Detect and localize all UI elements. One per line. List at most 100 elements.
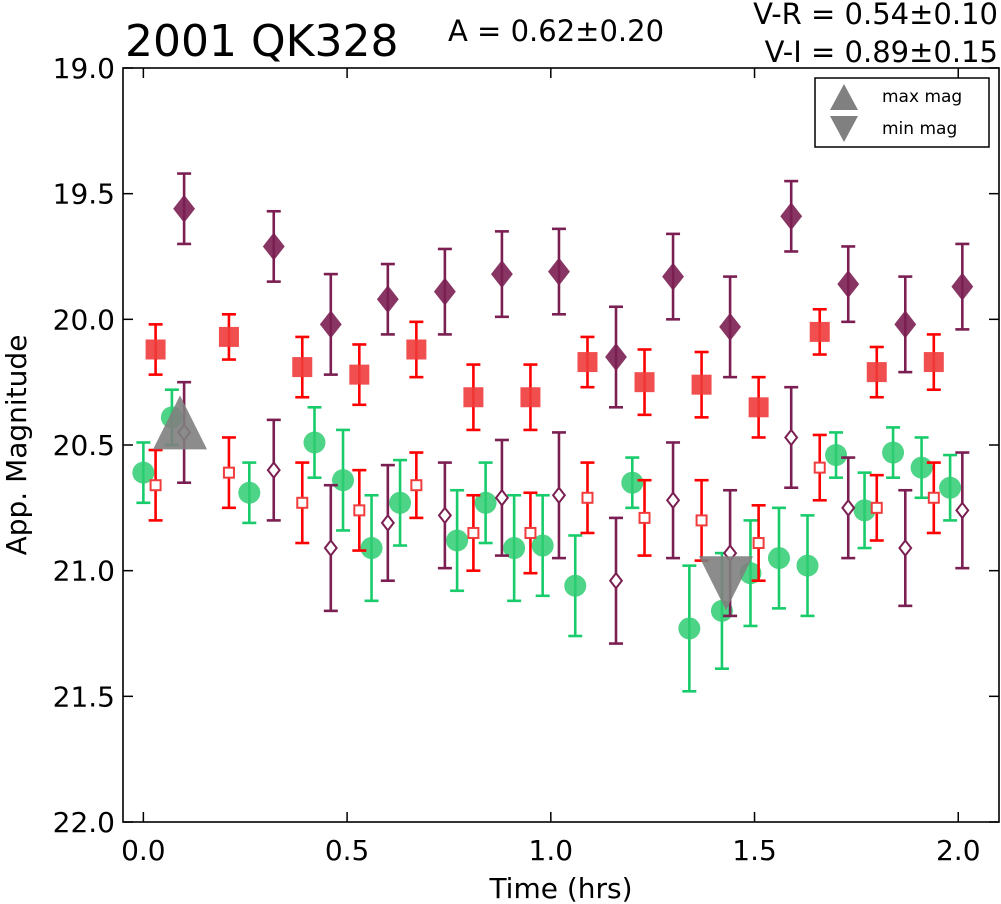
square-marker xyxy=(406,339,427,360)
x-tick-label: 1.0 xyxy=(529,834,574,867)
amplitude-label: A = 0.62±0.20 xyxy=(448,14,664,48)
diamond-marker xyxy=(780,202,803,231)
circle-marker xyxy=(767,547,790,570)
x-axis-label: Time (hrs) xyxy=(488,872,632,904)
legend-min-mag-label: min mag xyxy=(882,119,957,139)
chart-title: 2001 QK328 xyxy=(125,16,398,67)
square-marker xyxy=(349,364,370,385)
square-marker xyxy=(292,357,313,378)
diamond-marker xyxy=(551,486,567,505)
square-marker xyxy=(296,496,309,509)
y-tick-label: 20.0 xyxy=(53,303,115,336)
square-marker xyxy=(410,479,423,492)
series-3 xyxy=(148,433,941,583)
diamond-marker xyxy=(841,498,856,517)
circle-marker xyxy=(238,481,261,504)
square-marker xyxy=(866,362,887,383)
min-mag-marker xyxy=(699,556,754,611)
circle-marker xyxy=(796,554,819,577)
series-1 xyxy=(145,307,944,439)
circle-marker xyxy=(853,499,876,522)
diamond-marker xyxy=(665,491,681,510)
diamond-marker xyxy=(951,272,974,301)
circle-marker xyxy=(474,491,497,514)
diamond-marker xyxy=(898,538,913,558)
diamond-marker xyxy=(494,488,510,507)
circle-marker xyxy=(678,617,701,640)
y-tick-label: 19.5 xyxy=(53,178,115,211)
y-axis-label: App. Magnitude xyxy=(0,335,33,556)
legend-max-mag-label: max mag xyxy=(882,87,962,107)
diamond-marker xyxy=(605,343,627,372)
circle-marker xyxy=(503,537,526,560)
y-tick-label: 19.0 xyxy=(53,52,115,85)
square-marker xyxy=(353,504,366,517)
diamond-marker xyxy=(784,428,799,447)
square-marker xyxy=(218,326,239,347)
axis-ticks: 0.0 0.5 1.0 1.5 2.0 19.0 19.5 20.0 20.5 21.0 21.5 2… xyxy=(53,52,999,867)
plot-frame xyxy=(122,67,1000,823)
diamond-marker xyxy=(376,285,399,314)
legend: max mag min mag xyxy=(814,77,990,148)
y-tick-label: 22.0 xyxy=(53,806,115,839)
circle-marker xyxy=(360,537,383,560)
series-0 xyxy=(173,172,974,409)
square-marker xyxy=(524,526,537,539)
circle-marker xyxy=(882,441,905,464)
square-marker xyxy=(463,387,484,408)
square-marker xyxy=(581,491,594,504)
circle-marker xyxy=(621,471,644,494)
diamond-marker xyxy=(837,270,860,299)
circle-marker xyxy=(531,534,554,557)
circle-marker xyxy=(389,491,412,514)
legend-max-mag-marker xyxy=(830,84,858,110)
circle-marker xyxy=(446,529,469,552)
square-marker xyxy=(813,461,826,474)
x-tick-label: 0.5 xyxy=(325,834,370,867)
x-tick-label: 1.5 xyxy=(732,834,777,867)
max-mag-marker xyxy=(153,395,208,450)
diamond-marker xyxy=(894,310,917,339)
diamond-marker xyxy=(323,538,338,558)
square-marker xyxy=(145,339,166,360)
circle-marker xyxy=(564,574,587,597)
data-points xyxy=(132,172,974,693)
diamond-marker xyxy=(662,262,684,291)
diamond-marker xyxy=(319,310,342,339)
color-index-vr: V-R = 0.54±0.10 xyxy=(753,0,998,31)
circle-marker xyxy=(825,444,848,467)
y-tick-label: 21.5 xyxy=(53,680,115,713)
diamond-marker xyxy=(173,194,196,223)
diamond-marker xyxy=(955,501,970,520)
square-marker xyxy=(634,372,655,393)
circle-marker xyxy=(939,476,962,499)
diamond-marker xyxy=(266,461,281,480)
diamond-marker xyxy=(262,232,285,261)
diamond-marker xyxy=(491,260,513,289)
diamond-marker xyxy=(380,513,395,533)
square-marker xyxy=(752,537,765,550)
square-marker xyxy=(577,352,598,373)
diamond-marker xyxy=(437,506,452,525)
square-marker xyxy=(222,466,235,479)
square-marker xyxy=(923,352,944,373)
square-marker xyxy=(695,514,708,527)
legend-min-mag-marker xyxy=(830,116,858,142)
square-marker xyxy=(638,511,651,524)
diamond-marker xyxy=(548,257,570,286)
square-marker xyxy=(520,387,541,408)
circle-marker xyxy=(303,431,326,454)
circle-marker xyxy=(132,461,155,484)
square-marker xyxy=(691,374,712,395)
circle-marker xyxy=(910,456,933,479)
x-tick-label: 2.0 xyxy=(936,834,981,867)
square-marker xyxy=(809,321,830,342)
square-marker xyxy=(149,479,162,492)
square-marker xyxy=(927,491,940,504)
diamond-marker xyxy=(719,312,742,341)
x-tick-label: 0.0 xyxy=(121,834,166,867)
square-marker xyxy=(870,501,883,514)
square-marker xyxy=(748,397,769,418)
y-tick-label: 20.5 xyxy=(53,429,115,462)
